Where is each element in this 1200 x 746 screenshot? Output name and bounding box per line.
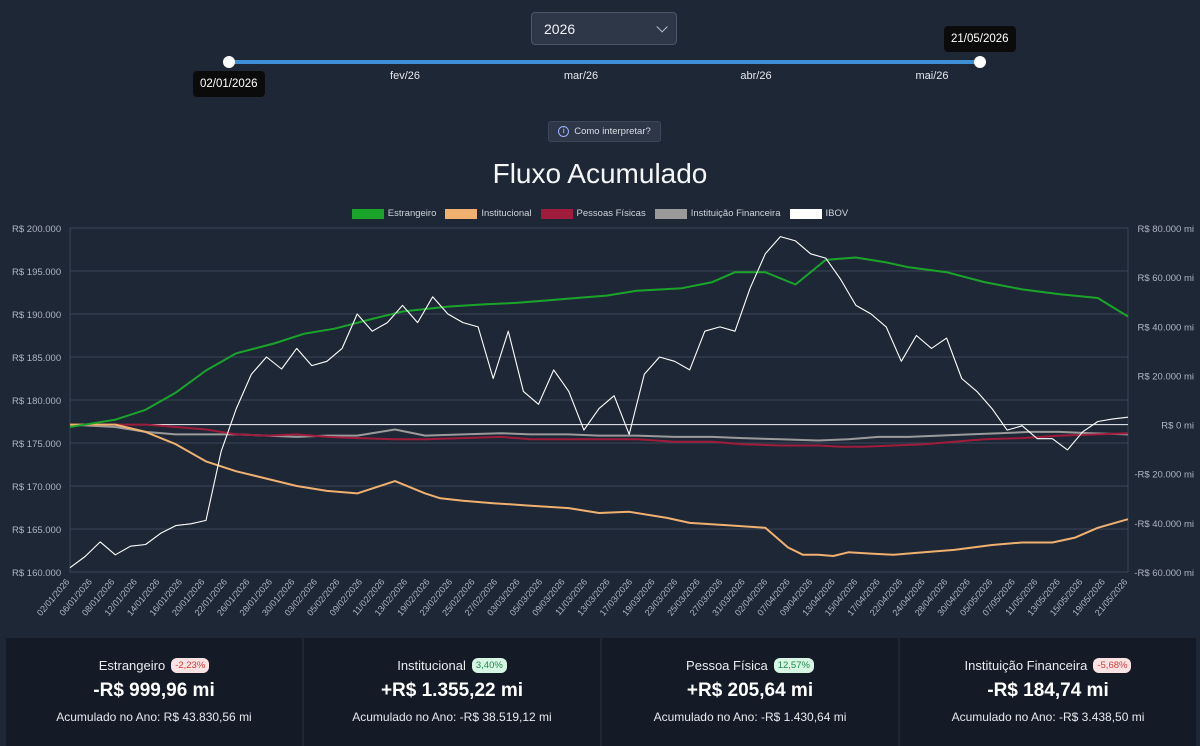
how-to-interpret-label: Como interpretar? (574, 126, 651, 137)
card-header: Institucional 3,40% (397, 658, 507, 673)
legend-label: Institucional (481, 208, 532, 219)
card-title: Estrangeiro (98, 658, 166, 673)
legend-item-estrangeiro[interactable]: Estrangeiro (351, 208, 437, 219)
card-accumulated: Acumulado no Ano: -R$ 3.438,50 mi (952, 710, 1145, 724)
card-value: -R$ 184,74 mi (987, 680, 1109, 701)
slider-start-handle[interactable] (223, 56, 235, 68)
cumulative-flow-chart: R$ 200.000 R$ 195.000 R$ 190.000 R$ 185.000… (12, 224, 1194, 618)
legend-swatch (654, 208, 687, 219)
card-title: Institucional (397, 658, 466, 673)
y-left-tick-label: R$ 170.000 (12, 482, 61, 493)
card-title: Pessoa Física (686, 658, 768, 673)
y-right-tick-label: -R$ 60.000 mi (1134, 568, 1194, 579)
y-left-tick-label: R$ 160.000 (12, 568, 61, 579)
series-line-institucional (70, 423, 1129, 557)
accumulated-value: -R$ 1.430,64 mi (761, 710, 847, 724)
y-left-tick-label: R$ 190.000 (12, 310, 61, 321)
y-left-tick-label: R$ 175.000 (12, 439, 61, 450)
slider-end-handle[interactable] (974, 56, 986, 68)
legend-item-instituicao-financeira[interactable]: Instituição Financeira (654, 208, 781, 219)
info-icon: i (558, 126, 570, 137)
chevron-down-icon (656, 20, 668, 33)
legend-swatch (789, 208, 822, 219)
series-line-estrangeiro (69, 256, 1129, 428)
legend-item-ibov[interactable]: IBOV (789, 208, 849, 219)
card-value: -R$ 999,96 mi (93, 680, 215, 701)
y-right-tick-label: R$ 40.000 mi (1137, 322, 1194, 333)
y-left-tick-label: R$ 180.000 (12, 396, 61, 407)
legend-label: Pessoas Físicas (576, 208, 646, 219)
date-range-slider[interactable] (229, 60, 980, 64)
month-label: fev/26 (390, 70, 420, 82)
accumulated-label: Acumulado no Ano: (352, 710, 457, 724)
card-header: Instituição Financeira -5,68% (965, 658, 1132, 673)
summary-card-estrangeiro: Estrangeiro -2,23% -R$ 999,96 mi Acumulado … (6, 638, 302, 746)
card-accumulated: Acumulado no Ano: -R$ 1.430,64 mi (654, 710, 847, 724)
change-badge: 3,40% (471, 658, 507, 673)
chart-title: Fluxo Acumulado (492, 158, 708, 189)
y-right-tick-label: R$ 80.000 mi (1137, 224, 1194, 235)
legend-label: IBOV (825, 208, 849, 219)
summary-cards: Estrangeiro -2,23% -R$ 999,96 mi Acumulado … (6, 638, 1196, 746)
legend-label: Instituição Financeira (690, 208, 781, 219)
y-left-tick-label: R$ 165.000 (12, 525, 61, 536)
y-left-tick-label: R$ 185.000 (12, 353, 61, 364)
start-date-tooltip: 02/01/2026 (193, 71, 265, 97)
legend-swatch (540, 208, 573, 219)
change-badge: 12,57% (773, 658, 814, 673)
y-right-tick-label: -R$ 40.000 mi (1134, 519, 1194, 530)
y-right-tick-label: -R$ 20.000 mi (1134, 470, 1194, 481)
summary-card-instituicao-financeira: Instituição Financeira -5,68% -R$ 184,74 m… (900, 638, 1196, 746)
card-title: Instituição Financeira (964, 658, 1088, 673)
accumulated-value: R$ 43.830,56 mi (163, 710, 252, 724)
change-badge: -5,68% (1093, 658, 1132, 673)
accumulated-label: Acumulado no Ano: (951, 710, 1056, 724)
month-label: mai/26 (915, 70, 949, 82)
legend-item-institucional[interactable]: Institucional (445, 208, 532, 219)
y-left-tick-label: R$ 200.000 (12, 224, 61, 235)
legend-swatch (445, 208, 478, 219)
card-accumulated: Acumulado no Ano: -R$ 38.519,12 mi (352, 710, 551, 724)
card-value: +R$ 205,64 mi (686, 680, 814, 701)
end-date-tooltip: 21/05/2026 (944, 26, 1016, 52)
summary-card-pessoa-fisica: Pessoa Física 12,57% +R$ 205,64 mi Acumulad… (602, 638, 898, 746)
y-left-tick-label: R$ 195.000 (12, 267, 61, 278)
y-right-tick-label: R$ 60.000 mi (1137, 273, 1194, 284)
legend-label: Estrangeiro (387, 208, 437, 219)
chart-legend: Estrangeiro Institucional Pessoas Físicas I… (0, 208, 1200, 219)
accumulated-value: -R$ 3.438,50 mi (1059, 710, 1145, 724)
accumulated-label: Acumulado no Ano: (653, 710, 758, 724)
month-label: abr/26 (740, 70, 772, 82)
year-select-value: 2026 (544, 20, 576, 37)
accumulated-value: -R$ 38.519,12 mi (459, 710, 552, 724)
card-header: Estrangeiro -2,23% (99, 658, 210, 673)
legend-swatch (351, 208, 384, 219)
card-accumulated: Acumulado no Ano: R$ 43.830,56 mi (56, 710, 251, 724)
card-value: +R$ 1.355,22 mi (380, 680, 524, 701)
how-to-interpret-button[interactable]: i Como interpretar? (548, 121, 661, 142)
series-line-ibov (69, 236, 1129, 569)
year-select[interactable]: 2026 (531, 12, 677, 45)
summary-card-institucional: Institucional 3,40% +R$ 1.355,22 mi Acumula… (304, 638, 600, 746)
y-right-tick-label: R$ 20.000 mi (1137, 371, 1194, 382)
card-header: Pessoa Física 12,57% (686, 658, 814, 673)
series-line-pessoas-fisicas (70, 423, 1129, 448)
legend-item-pessoas-fisicas[interactable]: Pessoas Físicas (540, 208, 646, 219)
accumulated-label: Acumulado no Ano: (56, 710, 161, 724)
month-label: mar/26 (563, 70, 599, 82)
y-right-tick-label: R$ 0 mi (1161, 421, 1194, 432)
change-badge: -2,23% (171, 658, 210, 673)
